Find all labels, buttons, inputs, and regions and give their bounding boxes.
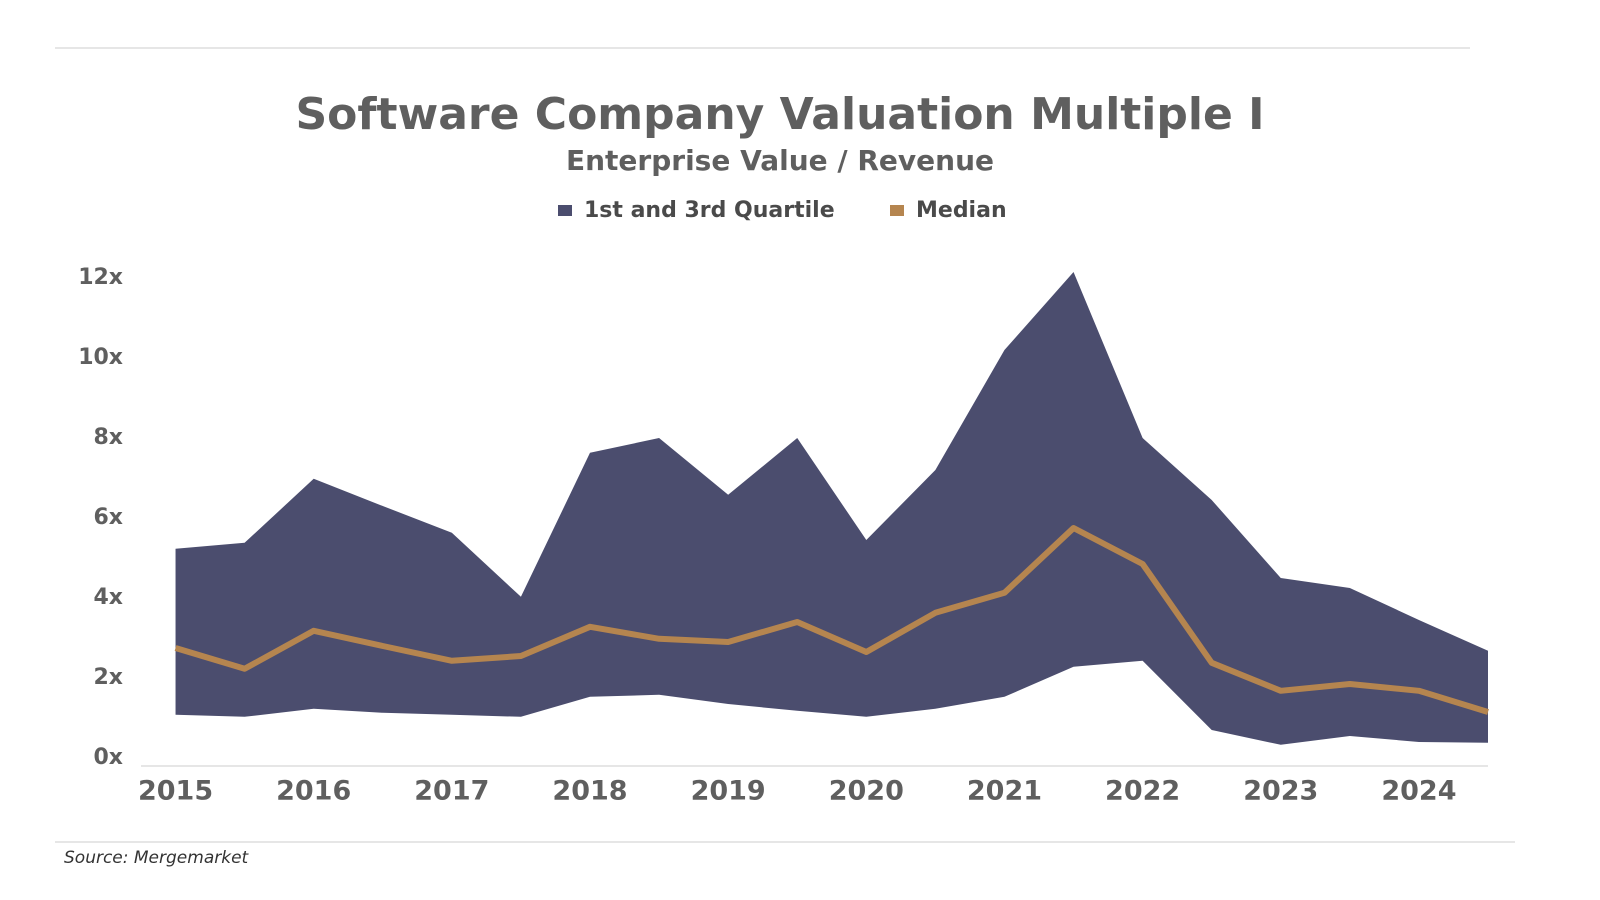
x-tick-label: 2017 <box>414 776 489 807</box>
x-tick-label: 2020 <box>829 776 904 807</box>
median-line <box>174 525 1489 715</box>
legend-swatch <box>890 205 904 216</box>
chart-subtitle: Enterprise Value / Revenue <box>566 144 994 177</box>
legend-label: Median <box>916 198 1007 223</box>
y-tick-label: 8x <box>94 425 124 450</box>
x-tick-label: 2021 <box>967 776 1042 807</box>
x-tick-label: 2022 <box>1105 776 1180 807</box>
source: Source: Mergemarket <box>64 848 250 868</box>
y-tick-label: 6x <box>94 505 124 530</box>
chart-title: Software Company Valuation Multiple I <box>295 89 1264 140</box>
x-tick-label: 2023 <box>1243 776 1318 807</box>
x-tick-label: 2016 <box>276 776 351 807</box>
x-tick-label: 2019 <box>691 776 766 807</box>
y-tick-label: 0x <box>94 745 124 770</box>
legend-swatch <box>558 205 572 216</box>
y-tick-label: 2x <box>94 665 124 690</box>
x-tick-label: 2024 <box>1381 776 1456 807</box>
y-tick-label: 12x <box>78 265 123 290</box>
quartile-band <box>175 272 1489 745</box>
x-tick-label: 2015 <box>138 776 213 807</box>
y-tick-label: 4x <box>94 585 124 610</box>
y-tick-label: 10x <box>78 345 123 370</box>
x-tick-label: 2018 <box>552 776 627 807</box>
legend-label: 1st and 3rd Quartile <box>584 198 835 223</box>
